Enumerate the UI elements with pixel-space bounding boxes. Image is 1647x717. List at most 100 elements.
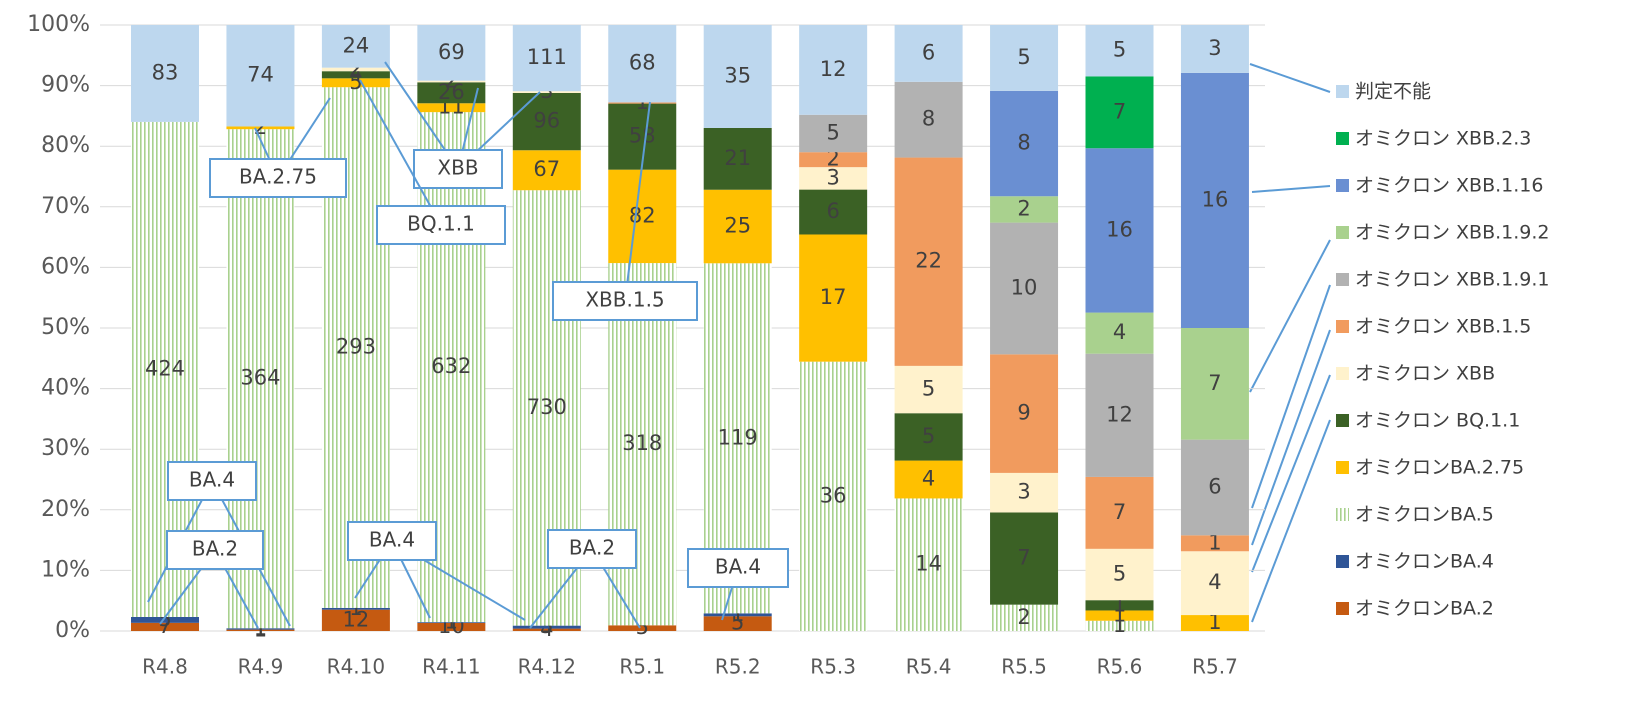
y-tick-label: 70% bbox=[41, 194, 90, 219]
bar-segment bbox=[321, 25, 390, 68]
data-label: 5 bbox=[1113, 562, 1126, 586]
data-label: 12 bbox=[1106, 402, 1133, 426]
annotation-text: BA.4 bbox=[369, 528, 415, 552]
annotation-text: BQ.1.1 bbox=[407, 212, 475, 236]
bar-segment bbox=[799, 234, 868, 362]
bar-segment bbox=[1085, 353, 1154, 477]
data-label: 1 bbox=[1208, 610, 1221, 634]
bar-segment bbox=[512, 628, 581, 631]
annotation-box bbox=[687, 548, 789, 588]
x-tick-label: R5.3 bbox=[810, 655, 856, 679]
leader-line bbox=[1251, 185, 1331, 193]
data-label: 8 bbox=[1017, 131, 1030, 155]
annotation-text: BA.4 bbox=[715, 555, 761, 579]
annotation-text: BA.4 bbox=[189, 468, 235, 492]
bar-segment bbox=[1085, 600, 1154, 611]
data-label: 24 bbox=[343, 33, 370, 57]
bar-segment bbox=[1180, 328, 1249, 440]
x-tick-label: R4.8 bbox=[142, 655, 188, 679]
bar-segment bbox=[1180, 72, 1249, 328]
legend-marker bbox=[1336, 179, 1349, 192]
bar-segment bbox=[321, 609, 390, 631]
bar-segment bbox=[799, 361, 868, 631]
bar-segment bbox=[990, 512, 1059, 605]
y-tick-label: 10% bbox=[41, 557, 90, 582]
data-label: 318 bbox=[622, 431, 662, 455]
data-label: 8 bbox=[922, 107, 935, 131]
legend-label: オミクロン XBB.1.5 bbox=[1355, 316, 1531, 338]
y-tick-label: 100% bbox=[27, 12, 90, 37]
legend-label: オミクロン XBB.1.9.1 bbox=[1355, 269, 1550, 291]
annotation-box bbox=[547, 529, 637, 569]
legend-label: オミクロン BQ.1.1 bbox=[1355, 410, 1520, 432]
legend-marker bbox=[1336, 367, 1349, 380]
bar-segment bbox=[894, 498, 963, 631]
bar-segment bbox=[894, 460, 963, 499]
bar-segment bbox=[608, 102, 677, 104]
y-tick-label: 80% bbox=[41, 133, 90, 158]
annotation-box bbox=[347, 521, 437, 561]
data-label: 82 bbox=[629, 203, 656, 227]
bar-segment bbox=[799, 152, 868, 168]
data-label: 16 bbox=[1106, 217, 1133, 241]
legend-marker bbox=[1336, 320, 1349, 333]
bar-segment bbox=[226, 25, 295, 127]
bar-segment bbox=[1085, 620, 1154, 631]
bar-segment bbox=[417, 622, 486, 623]
bar-segment bbox=[1085, 312, 1154, 354]
leader-line bbox=[1251, 329, 1331, 546]
bar-segment bbox=[799, 167, 868, 190]
annotation-text: XBB bbox=[437, 156, 478, 180]
bar-segment bbox=[799, 25, 868, 115]
legend-marker bbox=[1336, 461, 1349, 474]
data-label: 6 bbox=[826, 199, 839, 223]
bar-segment bbox=[226, 126, 295, 130]
legend-label: オミクロンBA.4 bbox=[1355, 551, 1494, 573]
bar-segment bbox=[417, 82, 486, 104]
bar-segment bbox=[131, 622, 199, 631]
data-label: 12 bbox=[343, 607, 370, 631]
data-label: 16 bbox=[1202, 187, 1229, 211]
data-label: 22 bbox=[915, 249, 942, 273]
bar-segment bbox=[990, 196, 1059, 223]
data-label: 119 bbox=[718, 425, 758, 449]
data-label: 14 bbox=[915, 552, 942, 576]
legend-marker bbox=[1336, 555, 1349, 568]
x-tick-label: R5.6 bbox=[1097, 655, 1143, 679]
data-label: 3 bbox=[1017, 480, 1030, 504]
bar-segment bbox=[512, 25, 581, 92]
bar-segment bbox=[799, 114, 868, 153]
bar-segment bbox=[1180, 535, 1249, 552]
x-tick-label: R5.2 bbox=[715, 655, 761, 679]
y-tick-label: 40% bbox=[41, 376, 90, 401]
x-tick-label: R5.1 bbox=[619, 655, 665, 679]
annotation-box bbox=[552, 281, 698, 321]
data-label: 17 bbox=[820, 285, 847, 309]
bar-segment bbox=[226, 628, 295, 630]
bar-segment bbox=[894, 157, 963, 366]
bar-segment bbox=[321, 67, 390, 72]
data-label: 5 bbox=[922, 424, 935, 448]
bar-segment bbox=[1180, 439, 1249, 536]
bar-segment bbox=[703, 25, 772, 128]
data-label: 2 bbox=[1017, 605, 1030, 629]
bar-segment bbox=[703, 189, 772, 264]
bar-segment bbox=[1085, 25, 1154, 77]
data-label: 293 bbox=[336, 335, 376, 359]
legend-label: オミクロンBA.2.75 bbox=[1355, 457, 1524, 479]
data-label: 83 bbox=[152, 60, 179, 84]
bar-segment bbox=[1180, 615, 1249, 631]
annotation-box bbox=[376, 205, 506, 245]
data-label: 26 bbox=[438, 80, 465, 104]
bar-segment bbox=[703, 127, 772, 190]
legend-label: オミクロン XBB.1.9.2 bbox=[1355, 222, 1550, 244]
bar-segment bbox=[1085, 148, 1154, 313]
legend-leaders bbox=[1249, 63, 1331, 623]
annotation-box bbox=[209, 158, 347, 198]
data-label: 96 bbox=[533, 109, 560, 133]
annotation-text: BA.2 bbox=[569, 536, 615, 560]
data-label: 69 bbox=[438, 40, 465, 64]
data-label: 36 bbox=[820, 483, 847, 507]
data-label: 4 bbox=[1113, 320, 1126, 344]
data-label: 7 bbox=[1113, 99, 1126, 123]
